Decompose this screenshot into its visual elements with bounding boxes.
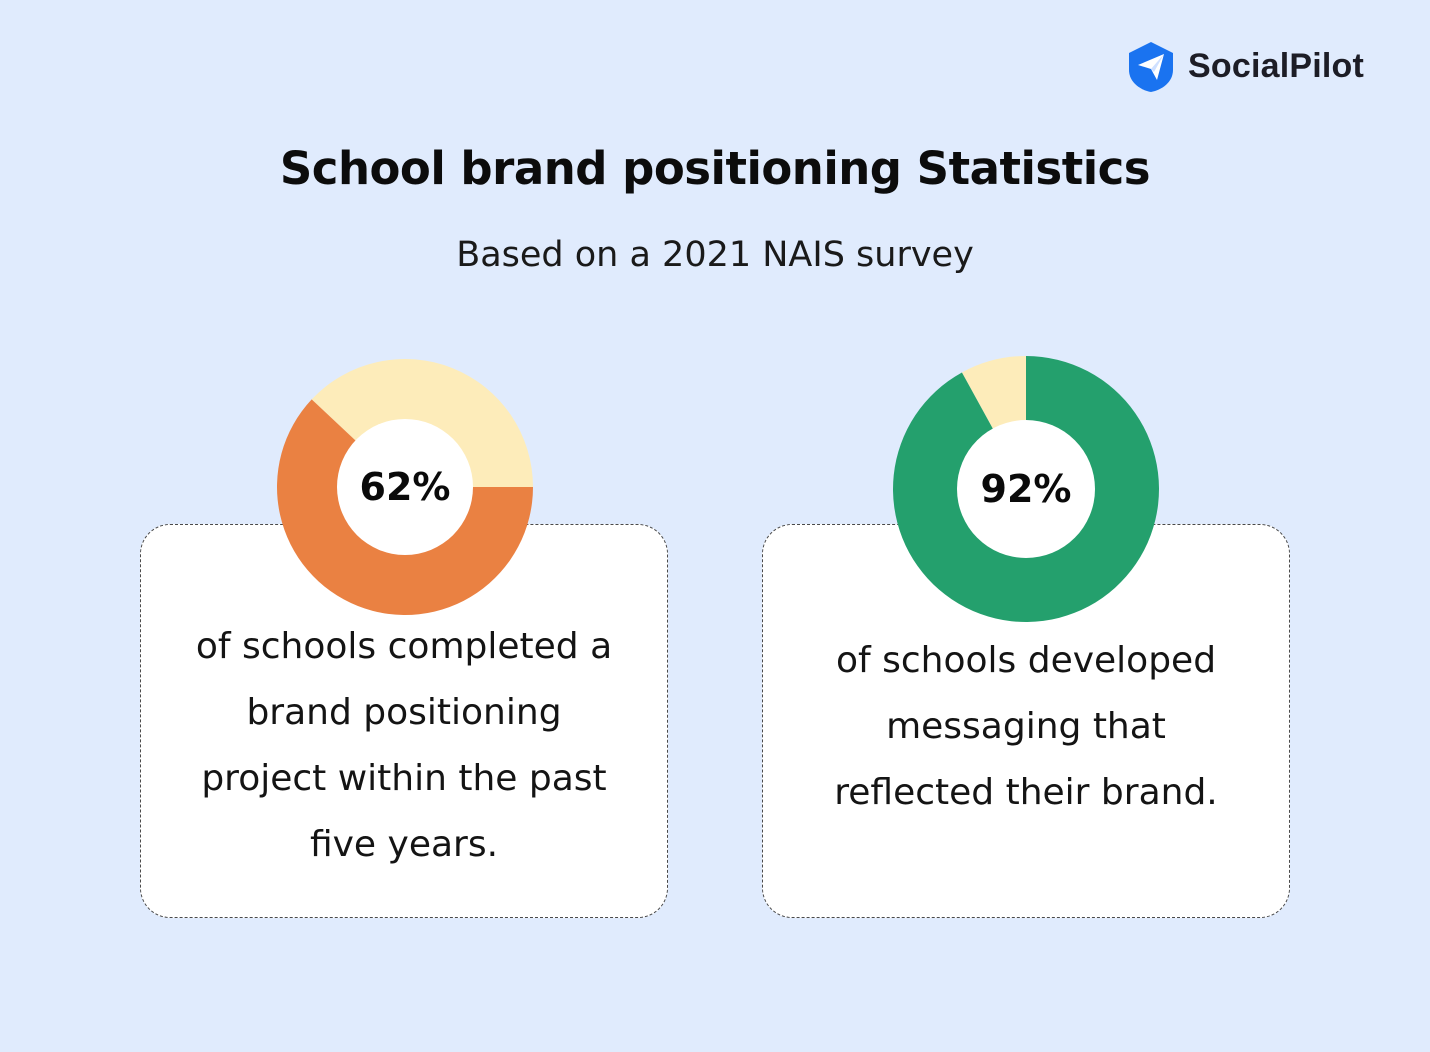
donut-value-label: 62% — [360, 465, 451, 509]
brand-name: SocialPilot — [1188, 46, 1365, 85]
stat-caption: of schools completed a brand positioning… — [195, 626, 613, 865]
page-title: School brand positioning Statistics — [279, 142, 1151, 195]
donut-center — [957, 420, 1095, 558]
page-subtitle: Based on a 2021 NAIS survey — [456, 235, 974, 275]
donut-chart-92: 92% — [893, 356, 1160, 622]
stat-caption: of schools developed messaging that refl… — [834, 640, 1218, 813]
donut-chart-62: 62% — [277, 358, 533, 615]
donut-center — [337, 419, 473, 555]
donut-value-label: 92% — [981, 467, 1072, 511]
socialpilot-logo: SocialPilot — [1124, 38, 1364, 94]
paper-plane-icon — [1129, 42, 1173, 92]
